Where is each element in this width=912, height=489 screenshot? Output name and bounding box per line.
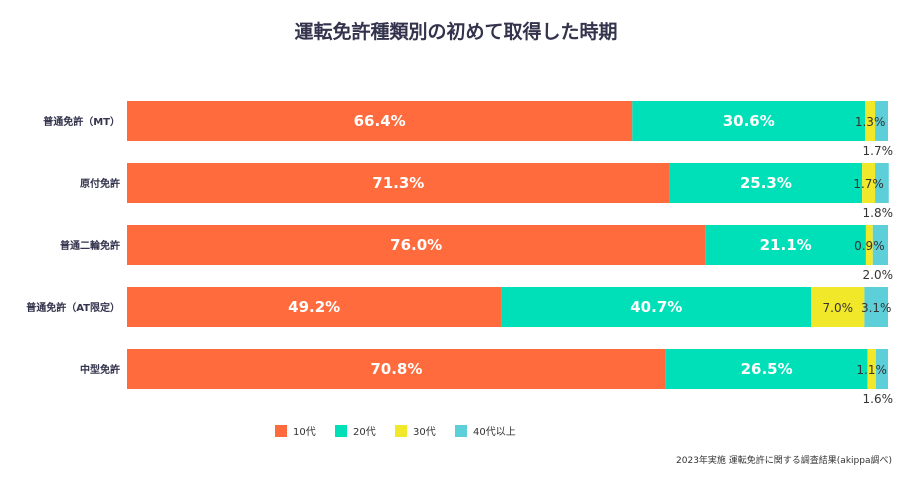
data-label: 49.2% [288, 298, 340, 316]
data-label: 1.7% [863, 144, 894, 158]
data-label: 76.0% [390, 236, 442, 254]
data-label: 2.0% [863, 268, 894, 282]
data-label: 1.1% [856, 363, 887, 377]
data-label: 1.6% [863, 392, 894, 406]
bar-segment [865, 101, 876, 141]
bar-segment [127, 349, 666, 389]
legend-swatch [335, 425, 347, 437]
data-label: 7.0% [823, 301, 854, 315]
bar-segment [705, 225, 866, 265]
category-label: 中型免許 [80, 363, 120, 376]
bar-segment [867, 349, 876, 389]
data-label: 25.3% [740, 174, 792, 192]
category-label: 普通免許（AT限定） [26, 301, 120, 314]
data-label: 1.3% [855, 115, 886, 129]
bar-segment [862, 163, 876, 203]
bar-segment [875, 101, 888, 141]
category-label: 普通二輪免許 [60, 239, 120, 252]
data-label: 1.7% [853, 177, 884, 191]
bar-segment [632, 101, 866, 141]
legend-swatch [275, 425, 287, 437]
bar-segment [665, 349, 868, 389]
bar-segment [875, 349, 888, 389]
bar-segment [127, 287, 502, 327]
bar-segment [127, 101, 633, 141]
data-labels: 66.4% 30.6% 1.3% 1.7% 71.3% 25.3% 1.7% 1.8% 76.0… [288, 112, 893, 406]
legend-label: 40代以上 [473, 426, 516, 438]
chart-title: 運転免許種類別の初めて取得した時期 [294, 20, 617, 43]
category-label: 原付免許 [80, 177, 120, 190]
data-label: 70.8% [370, 360, 422, 378]
legend-label: 20代 [353, 426, 376, 438]
data-label: 71.3% [372, 174, 424, 192]
bar-segment [864, 287, 888, 327]
category-label: 普通免許（MT） [43, 115, 120, 128]
bars [127, 101, 889, 389]
data-label: 40.7% [630, 298, 682, 316]
bar-segment [501, 287, 812, 327]
bar-segment [127, 163, 670, 203]
legend-swatch [455, 425, 467, 437]
data-label: 26.5% [741, 360, 793, 378]
source-note: 2023年実施 運転免許に関する調査結果(akippa調べ) [676, 454, 892, 466]
data-label: 66.4% [354, 112, 406, 130]
legend-label: 10代 [293, 426, 316, 438]
data-label: 3.1% [861, 301, 892, 315]
data-label: 30.6% [723, 112, 775, 130]
bar-segment [872, 225, 888, 265]
legend: 10代 20代 30代 40代以上 [275, 425, 516, 438]
legend-label: 30代 [413, 426, 436, 438]
data-label: 0.9% [854, 239, 885, 253]
bar-segment [875, 163, 889, 203]
data-label: 21.1% [760, 236, 812, 254]
bar-segment [865, 225, 873, 265]
bar-segment [127, 225, 706, 265]
bar-segment [669, 163, 863, 203]
legend-swatch [395, 425, 407, 437]
data-label: 1.8% [863, 206, 894, 220]
bar-segment [811, 287, 865, 327]
